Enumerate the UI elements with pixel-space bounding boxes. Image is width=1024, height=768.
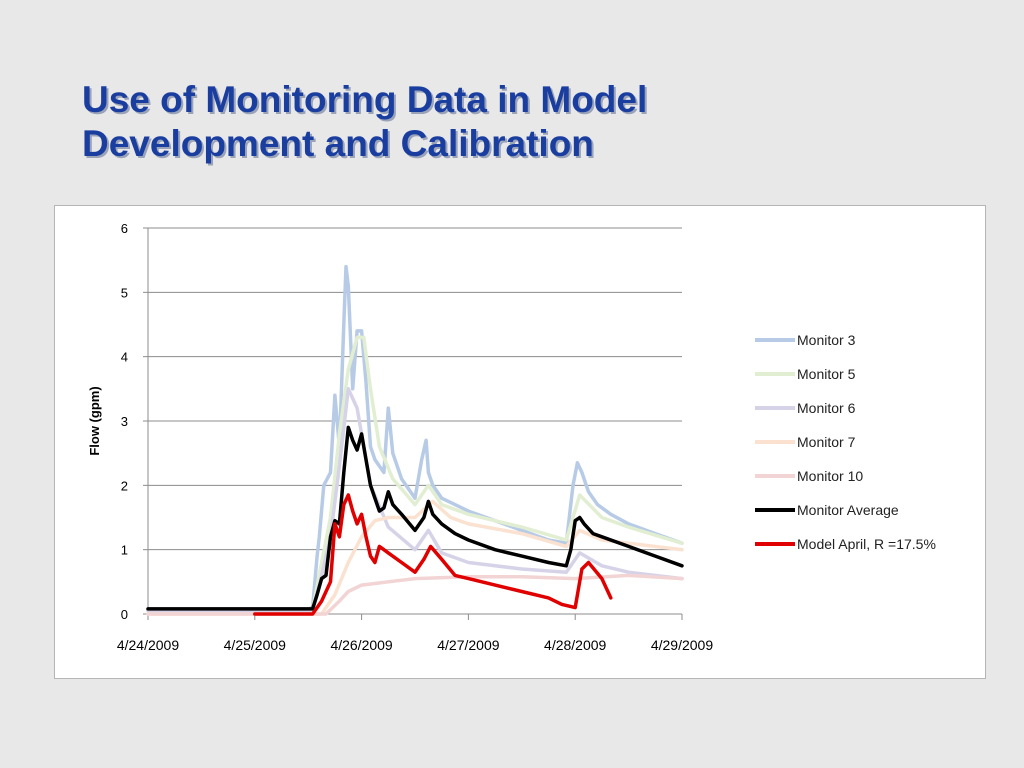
legend-label-6: Model April, R =17.5% [797,536,936,552]
legend-label-1: Monitor 5 [797,366,856,382]
y-axis-label: Flow (gpm) [87,386,102,455]
series-line-0 [146,264,684,611]
flow-chart: 0 1 2 3 4 5 6 4/24/2009 4/25/2009 4/26/2009 4/27/2… [87,221,936,653]
x-tick-label-5: 4/29/2009 [651,637,713,653]
chart-frame: 0 1 2 3 4 5 6 4/24/2009 4/25/2009 4/26/2009 4/27/2… [54,205,986,679]
x-tick-label-4: 4/28/2009 [544,637,606,653]
slide-title-line-2: Development and Calibration [82,123,594,164]
y-tick-label-2: 2 [121,478,128,493]
x-tick-label-3: 4/27/2009 [437,637,499,653]
slide-title: Use of Monitoring Data in Model Developm… [82,78,942,166]
legend-label-5: Monitor Average [797,502,899,518]
series-line-5 [146,425,684,611]
slide-title-line-1: Use of Monitoring Data in Model [82,79,648,120]
y-tick-label-4: 4 [121,350,128,365]
series-line-6 [253,493,613,616]
series-line-3 [146,499,684,616]
legend-label-4: Monitor 10 [797,468,863,484]
series-line-1 [146,335,684,612]
y-tick-label-5: 5 [121,285,128,300]
y-tick-label-3: 3 [121,414,128,429]
x-tick-label-1: 4/25/2009 [224,637,286,653]
y-tick-label-1: 1 [121,543,128,558]
x-tick-label-0: 4/24/2009 [117,637,179,653]
legend-label-0: Monitor 3 [797,332,856,348]
y-tick-label-0: 0 [121,607,128,622]
legend-label-2: Monitor 6 [797,400,856,416]
x-tick-label-2: 4/26/2009 [330,637,392,653]
y-tick-label-6: 6 [121,221,128,236]
legend-label-3: Monitor 7 [797,434,856,450]
series-line-4 [146,573,684,616]
